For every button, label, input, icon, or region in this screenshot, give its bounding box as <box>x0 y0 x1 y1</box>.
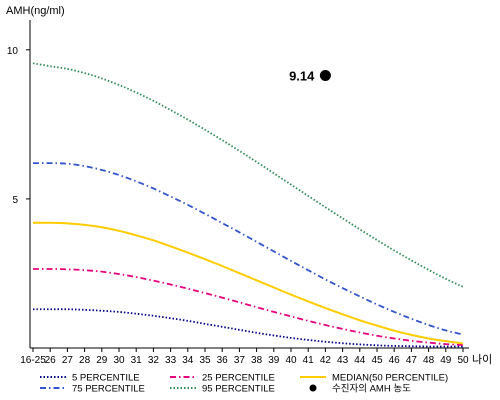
x-tick-label: 34 <box>182 355 194 366</box>
legend-label: MEDIAN(50 PERCENTILE) <box>332 373 448 384</box>
x-tick-label: 45 <box>371 355 383 366</box>
x-tick-label: 36 <box>217 355 229 366</box>
legend-label: 수진자의 AMH 농도 <box>332 384 411 395</box>
series-layer <box>32 62 464 348</box>
series-line <box>33 308 463 348</box>
x-tick-label: 40 <box>285 355 297 366</box>
x-tick-label: 29 <box>96 355 108 366</box>
legend-label: 5 PERCENTILE <box>72 373 140 384</box>
x-tick-label: 46 <box>389 355 401 366</box>
x-tick-label: 48 <box>423 355 435 366</box>
x-tick-label: 27 <box>62 355 74 366</box>
x-tick-label: 47 <box>406 355 418 366</box>
series-line <box>32 162 464 336</box>
x-tick-label: 26 <box>45 355 57 366</box>
x-tick-label: 30 <box>113 355 125 366</box>
x-tick-label: 39 <box>268 355 280 366</box>
x-tick-label: 35 <box>199 355 211 366</box>
x-tick-label: 41 <box>303 355 315 366</box>
y-tick-label: 10 <box>7 46 19 57</box>
legend-label: 25 PERCENTILE <box>202 373 275 384</box>
x-tick-label: 50 <box>457 355 469 366</box>
y-axis-title: AMH(ng/ml) <box>6 5 65 17</box>
marks-layer: 9.14 <box>289 68 331 83</box>
series-line <box>32 62 464 288</box>
x-tick-label: 33 <box>165 355 177 366</box>
series-line <box>32 268 464 346</box>
x-tick-label: 49 <box>440 355 452 366</box>
amh-point-label: 9.14 <box>289 68 315 83</box>
x-tick-label: 43 <box>337 355 349 366</box>
legend-point-marker <box>309 384 317 392</box>
x-tick-label: 42 <box>320 355 332 366</box>
legend-label: 95 PERCENTILE <box>202 384 275 395</box>
x-tick-label: 37 <box>234 355 246 366</box>
x-tick-label: 44 <box>354 355 366 366</box>
amh-point <box>319 69 331 81</box>
x-tick-label: 32 <box>148 355 160 366</box>
x-axis-title: 나이 <box>472 353 492 366</box>
legend-label: 75 PERCENTILE <box>72 384 145 395</box>
x-tick-label: 31 <box>131 355 143 366</box>
x-tick-label: 16-25 <box>20 355 46 366</box>
series-line <box>32 221 464 345</box>
legend: 5 PERCENTILE 25 PERCENTILE MEDIAN(50 PERCE… <box>40 373 448 395</box>
x-tick-label: 38 <box>251 355 263 366</box>
y-tick-label: 5 <box>12 195 18 206</box>
x-tick-label: 28 <box>79 355 91 366</box>
